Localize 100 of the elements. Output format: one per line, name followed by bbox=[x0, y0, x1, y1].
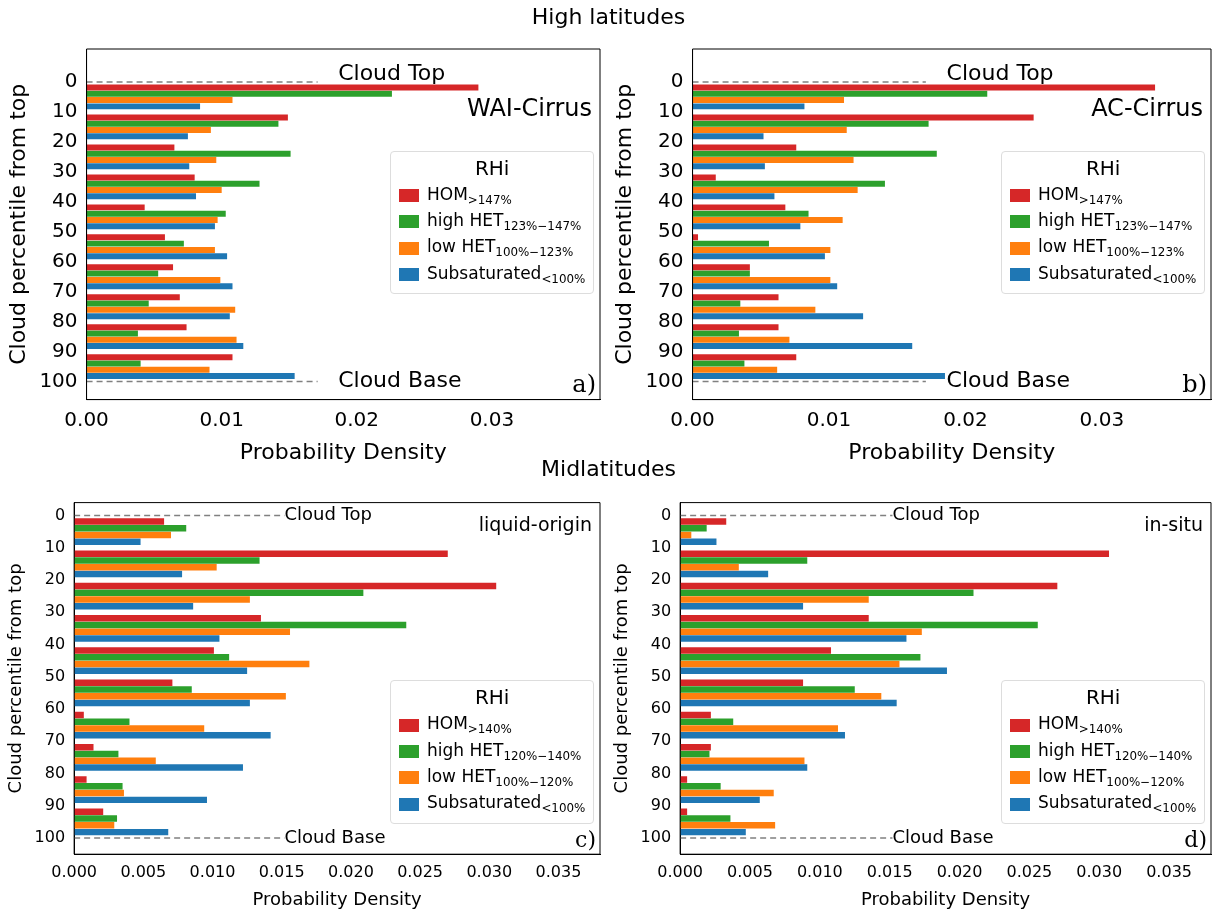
legend-title: RHi bbox=[473, 685, 511, 710]
y-tick-label: 50 bbox=[52, 217, 78, 242]
x-axis-title: Probability Density bbox=[848, 438, 1056, 464]
bar bbox=[692, 324, 779, 331]
y-tick-label: 30 bbox=[52, 158, 78, 183]
x-tick-label: 0.000 bbox=[657, 861, 704, 881]
x-tick-label: 0.01 bbox=[806, 406, 852, 431]
bar bbox=[74, 679, 173, 686]
bar bbox=[680, 686, 855, 693]
bar bbox=[86, 210, 226, 217]
bar bbox=[74, 654, 230, 661]
y-tick-label: 0 bbox=[54, 504, 66, 524]
x-tick-label: 0.010 bbox=[189, 861, 236, 881]
bar bbox=[74, 564, 217, 571]
legend-title: RHi bbox=[1084, 685, 1122, 710]
annotation: d) bbox=[1184, 826, 1207, 852]
bar bbox=[74, 518, 165, 525]
legend-label: Subsaturated$_{<100%}$ bbox=[1038, 792, 1197, 816]
bar bbox=[680, 647, 832, 654]
bar bbox=[680, 538, 717, 546]
bar bbox=[680, 667, 947, 675]
y-tick-label: 50 bbox=[650, 665, 672, 685]
bar bbox=[692, 283, 838, 290]
bar bbox=[692, 163, 765, 170]
x-tick-label: 0.005 bbox=[727, 861, 773, 881]
chart-title: Midlatitudes bbox=[541, 456, 676, 481]
y-tick-label: 0 bbox=[64, 68, 78, 93]
legend-label: Subsaturated$_{<100%}$ bbox=[427, 792, 586, 816]
bar bbox=[680, 525, 707, 532]
bar bbox=[74, 589, 364, 596]
x-tick-label: 0.030 bbox=[466, 861, 513, 881]
bar bbox=[74, 808, 104, 815]
x-tick-label: 0.020 bbox=[328, 861, 374, 881]
y-tick-label: 60 bbox=[658, 247, 684, 272]
bar bbox=[86, 193, 197, 200]
legend-label: HOM$_{>140%}$ bbox=[427, 713, 512, 737]
x-tick-label: 0.03 bbox=[469, 406, 515, 431]
y-tick-label: 30 bbox=[658, 158, 684, 183]
y-tick-label: 100 bbox=[34, 827, 66, 847]
y-tick-label: 10 bbox=[52, 98, 78, 123]
y-tick-label: 10 bbox=[44, 536, 66, 556]
bar bbox=[74, 789, 124, 797]
annotation: c) bbox=[575, 826, 596, 852]
bar bbox=[680, 679, 804, 686]
bar bbox=[692, 187, 858, 193]
x-axis-title: Probability Density bbox=[239, 438, 447, 464]
bar bbox=[86, 120, 279, 127]
bar bbox=[74, 764, 243, 771]
annotation: in-situ bbox=[1144, 513, 1203, 536]
x-tick-label: 0.035 bbox=[535, 861, 582, 881]
legend-label: low HET$_{100%−120%}$ bbox=[427, 766, 574, 790]
annotation: b) bbox=[1182, 369, 1207, 398]
bar bbox=[692, 127, 847, 134]
bar bbox=[692, 120, 929, 127]
bar bbox=[692, 210, 809, 217]
bar bbox=[86, 163, 190, 170]
bar bbox=[86, 133, 188, 140]
bar bbox=[680, 635, 907, 642]
bar bbox=[74, 725, 205, 732]
y-tick-label: 30 bbox=[650, 601, 672, 621]
bar bbox=[86, 330, 138, 337]
bar bbox=[692, 114, 1034, 121]
x-tick-label: 0.03 bbox=[1079, 406, 1125, 431]
y-tick-label: 40 bbox=[52, 188, 78, 213]
y-tick-label: 90 bbox=[658, 337, 684, 362]
bar bbox=[74, 660, 310, 668]
bar bbox=[692, 193, 775, 200]
bar bbox=[692, 336, 790, 343]
bar bbox=[74, 750, 119, 758]
bar bbox=[680, 570, 769, 578]
bar bbox=[86, 253, 228, 260]
bar bbox=[74, 732, 271, 739]
x-tick-label: 0.00 bbox=[64, 406, 109, 431]
bar bbox=[692, 174, 716, 181]
bar bbox=[692, 157, 854, 164]
y-tick-label: 70 bbox=[44, 730, 66, 750]
y-tick-label: 40 bbox=[650, 633, 672, 653]
legend-label: Subsaturated$_{<100%}$ bbox=[427, 262, 586, 287]
bar bbox=[74, 828, 169, 836]
y-tick-label: 90 bbox=[52, 337, 78, 362]
bar bbox=[692, 276, 831, 283]
bar bbox=[86, 90, 392, 97]
bar bbox=[680, 789, 774, 797]
x-tick-label: 0.015 bbox=[866, 861, 913, 881]
legend-label: low HET$_{100%−123%}$ bbox=[427, 236, 574, 260]
bar bbox=[86, 313, 230, 320]
legend-label: Subsaturated$_{<100%}$ bbox=[1038, 262, 1197, 287]
bar bbox=[680, 711, 711, 719]
bar bbox=[692, 343, 913, 350]
y-tick-label: 80 bbox=[650, 762, 672, 782]
bar bbox=[86, 157, 217, 164]
bar bbox=[692, 294, 779, 301]
bar bbox=[74, 744, 94, 751]
y-tick-label: 100 bbox=[640, 827, 672, 847]
bar bbox=[692, 223, 801, 230]
y-tick-label: 70 bbox=[658, 277, 684, 302]
legend-label: high HET$_{120%−140%}$ bbox=[427, 739, 582, 764]
bar bbox=[692, 133, 764, 140]
legend-label: high HET$_{123%−147%}$ bbox=[427, 210, 582, 234]
bar bbox=[86, 144, 175, 151]
